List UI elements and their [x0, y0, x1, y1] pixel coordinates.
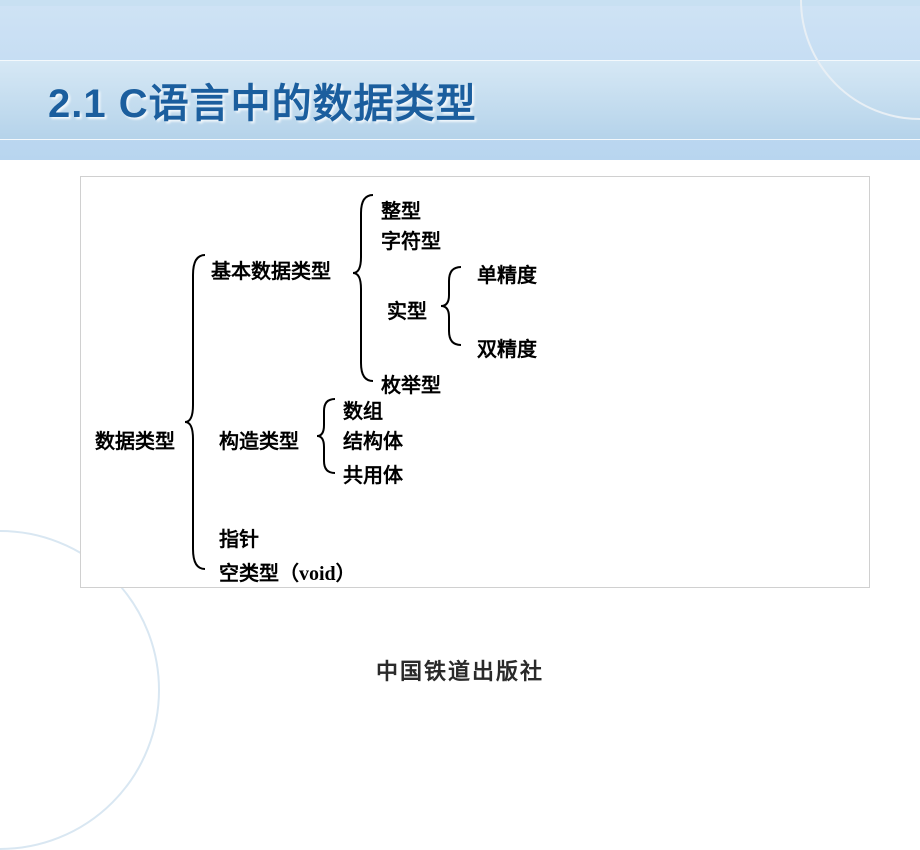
- node-construct: 构造类型: [219, 425, 299, 454]
- node-double: 双精度: [477, 333, 537, 362]
- node-void: 空类型（void）: [219, 557, 356, 586]
- node-union: 共用体: [343, 459, 403, 488]
- brace-basic: [353, 195, 377, 381]
- footer-publisher: 中国铁道出版社: [376, 654, 544, 686]
- node-real: 实型: [387, 295, 427, 324]
- node-char: 字符型: [381, 225, 441, 254]
- title-bar: 2.1 C语言中的数据类型: [0, 60, 920, 140]
- header-topline: [0, 0, 920, 6]
- tree-diagram: 数据类型 基本数据类型 构造类型 指针 空类型（void） 整型 字符型 实型 …: [81, 177, 869, 587]
- brace-construct: [317, 399, 339, 473]
- node-float: 单精度: [477, 259, 537, 288]
- diagram-panel: 数据类型 基本数据类型 构造类型 指针 空类型（void） 整型 字符型 实型 …: [80, 176, 870, 588]
- node-pointer: 指针: [219, 523, 259, 552]
- node-enum: 枚举型: [381, 369, 441, 398]
- node-struct: 结构体: [343, 425, 403, 454]
- brace-root: [185, 255, 209, 569]
- node-array: 数组: [343, 395, 383, 424]
- brace-real: [441, 267, 465, 345]
- node-root: 数据类型: [95, 425, 175, 454]
- slide-title: 2.1 C语言中的数据类型: [48, 71, 477, 129]
- node-basic: 基本数据类型: [211, 255, 331, 284]
- node-int: 整型: [381, 195, 421, 224]
